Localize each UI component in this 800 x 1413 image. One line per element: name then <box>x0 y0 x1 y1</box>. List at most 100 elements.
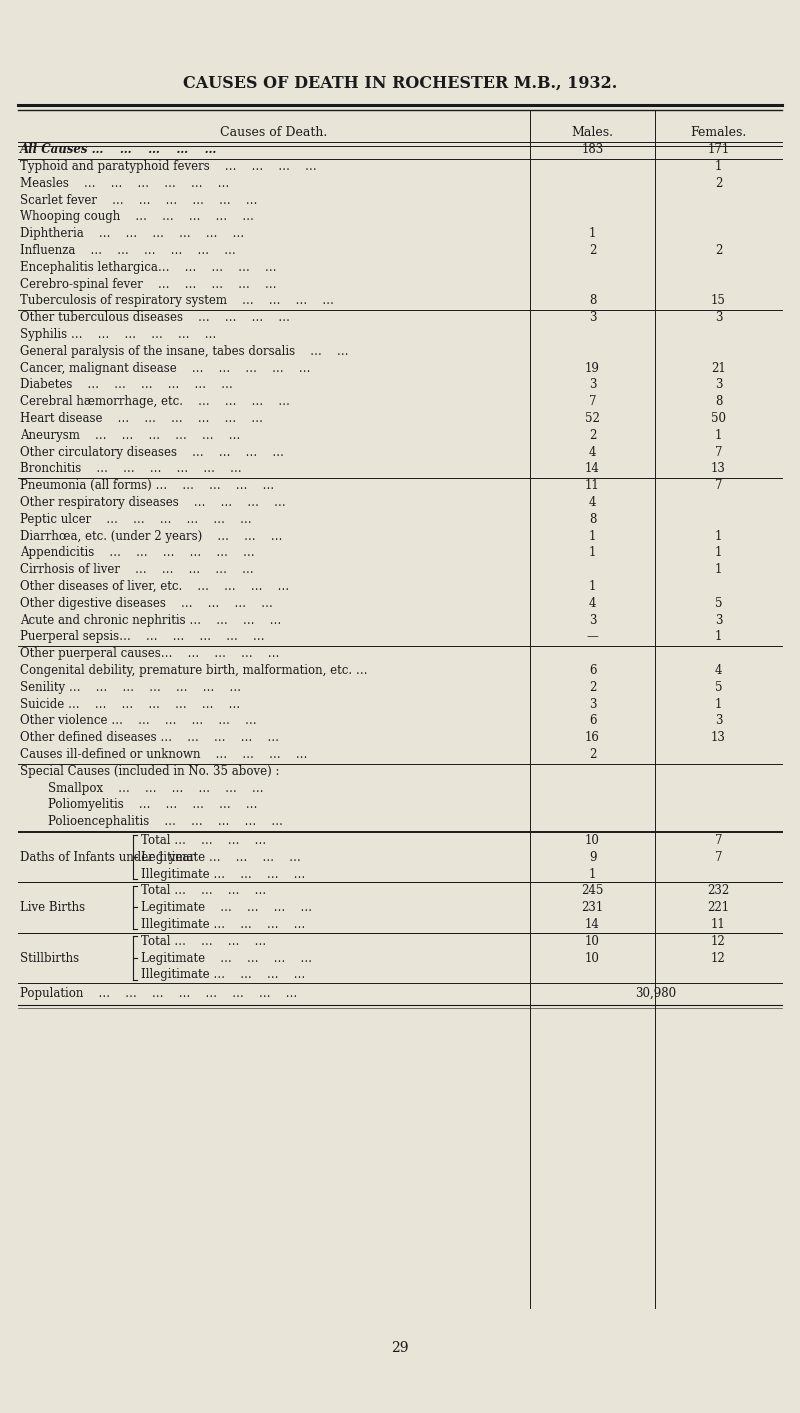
Text: Daths of Infants under 1 year: Daths of Infants under 1 year <box>20 851 195 863</box>
Text: 29: 29 <box>391 1341 409 1355</box>
Text: 4: 4 <box>589 496 596 509</box>
Text: 6: 6 <box>589 664 596 677</box>
Text: 2: 2 <box>589 244 596 257</box>
Text: 6: 6 <box>589 715 596 728</box>
Text: 1: 1 <box>715 160 722 172</box>
Text: 5: 5 <box>714 681 722 694</box>
Text: 4: 4 <box>589 596 596 610</box>
Text: 16: 16 <box>585 731 600 745</box>
Text: Special Causes (included in No. 35 above) :: Special Causes (included in No. 35 above… <box>20 764 279 777</box>
Text: Cerebro-spinal fever    …    …    …    …    …: Cerebro-spinal fever … … … … … <box>20 277 277 291</box>
Text: Appendicitis    …    …    …    …    …    …: Appendicitis … … … … … … <box>20 547 254 560</box>
Text: 221: 221 <box>707 901 730 914</box>
Text: 245: 245 <box>582 885 604 897</box>
Text: 21: 21 <box>711 362 726 374</box>
Text: Total …    …    …    …: Total … … … … <box>141 935 266 948</box>
Text: 19: 19 <box>585 362 600 374</box>
Text: 8: 8 <box>589 513 596 526</box>
Text: 8: 8 <box>589 294 596 308</box>
Text: 7: 7 <box>589 396 596 408</box>
Text: 1: 1 <box>589 530 596 543</box>
Text: 3: 3 <box>714 379 722 391</box>
Text: Females.: Females. <box>690 127 746 140</box>
Text: 1: 1 <box>589 547 596 560</box>
Text: 231: 231 <box>582 901 604 914</box>
Text: Other violence …    …    …    …    …    …: Other violence … … … … … … <box>20 715 257 728</box>
Text: 8: 8 <box>715 396 722 408</box>
Text: Legitimate    …    …    …    …: Legitimate … … … … <box>141 901 312 914</box>
Text: 1: 1 <box>589 227 596 240</box>
Text: Heart disease    …    …    …    …    …    …: Heart disease … … … … … … <box>20 413 263 425</box>
Text: 14: 14 <box>585 462 600 475</box>
Text: 171: 171 <box>707 143 730 157</box>
Text: Other respiratory diseases    …    …    …    …: Other respiratory diseases … … … … <box>20 496 286 509</box>
Text: Total …    …    …    …: Total … … … … <box>141 834 266 846</box>
Text: Causes of Death.: Causes of Death. <box>220 127 328 140</box>
Text: 13: 13 <box>711 462 726 475</box>
Text: Legitimate …    …    …    …: Legitimate … … … … <box>141 851 301 863</box>
Text: Bronchitis    …    …    …    …    …    …: Bronchitis … … … … … … <box>20 462 242 475</box>
Text: 10: 10 <box>585 935 600 948</box>
Text: Encephalitis lethargica…    …    …    …    …: Encephalitis lethargica… … … … … <box>20 261 277 274</box>
Text: Diarrhœa, etc. (under 2 years)    …    …    …: Diarrhœa, etc. (under 2 years) … … … <box>20 530 282 543</box>
Text: 7: 7 <box>714 445 722 459</box>
Text: 7: 7 <box>714 834 722 846</box>
Text: Stillbirths: Stillbirths <box>20 951 79 965</box>
Text: 4: 4 <box>589 445 596 459</box>
Text: 1: 1 <box>715 547 722 560</box>
Text: Tuberculosis of respiratory system    …    …    …    …: Tuberculosis of respiratory system … … …… <box>20 294 334 308</box>
Text: Smallpox    …    …    …    …    …    …: Smallpox … … … … … … <box>48 781 264 794</box>
Text: Cerebral hæmorrhage, etc.    …    …    …    …: Cerebral hæmorrhage, etc. … … … … <box>20 396 290 408</box>
Text: 2: 2 <box>715 244 722 257</box>
Text: —: — <box>586 630 598 643</box>
Text: Other circulatory diseases    …    …    …    …: Other circulatory diseases … … … … <box>20 445 284 459</box>
Text: Poliomyelitis    …    …    …    …    …: Poliomyelitis … … … … … <box>48 798 258 811</box>
Text: 232: 232 <box>707 885 730 897</box>
Text: 3: 3 <box>714 311 722 324</box>
Text: Congenital debility, premature birth, malformation, etc. …: Congenital debility, premature birth, ma… <box>20 664 368 677</box>
Text: Causes ill-defined or unknown    …    …    …    …: Causes ill-defined or unknown … … … … <box>20 747 307 762</box>
Text: Acute and chronic nephritis …    …    …    …: Acute and chronic nephritis … … … … <box>20 613 282 626</box>
Text: 10: 10 <box>585 834 600 846</box>
Text: Illegitimate …    …    …    …: Illegitimate … … … … <box>141 868 306 880</box>
Text: 1: 1 <box>589 579 596 593</box>
Text: Puerperal sepsis…    …    …    …    …    …: Puerperal sepsis… … … … … … <box>20 630 265 643</box>
Text: 3: 3 <box>589 311 596 324</box>
Text: Suicide …    …    …    …    …    …    …: Suicide … … … … … … … <box>20 698 240 711</box>
Text: 183: 183 <box>582 143 604 157</box>
Text: Syphilis …    …    …    …    …    …: Syphilis … … … … … … <box>20 328 216 341</box>
Text: 11: 11 <box>711 918 726 931</box>
Text: Diabetes    …    …    …    …    …    …: Diabetes … … … … … … <box>20 379 233 391</box>
Text: Other defined diseases …    …    …    …    …: Other defined diseases … … … … … <box>20 731 279 745</box>
Text: Whooping cough    …    …    …    …    …: Whooping cough … … … … … <box>20 211 254 223</box>
Text: Other puerperal causes…    …    …    …    …: Other puerperal causes… … … … … <box>20 647 279 660</box>
Text: All Causes …    …    …    …    …: All Causes … … … … … <box>20 143 218 157</box>
Text: 1: 1 <box>715 564 722 577</box>
Text: 3: 3 <box>589 379 596 391</box>
Text: Scarlet fever    …    …    …    …    …    …: Scarlet fever … … … … … … <box>20 194 258 206</box>
Text: CAUSES OF DEATH IN ROCHESTER M.B., 1932.: CAUSES OF DEATH IN ROCHESTER M.B., 1932. <box>183 75 617 92</box>
Text: 30,980: 30,980 <box>635 986 677 1000</box>
Text: 14: 14 <box>585 918 600 931</box>
Text: Cirrhosis of liver    …    …    …    …    …: Cirrhosis of liver … … … … … <box>20 564 254 577</box>
Text: Peptic ulcer    …    …    …    …    …    …: Peptic ulcer … … … … … … <box>20 513 252 526</box>
Text: Illegitimate …    …    …    …: Illegitimate … … … … <box>141 968 306 982</box>
Text: 3: 3 <box>714 715 722 728</box>
Text: Legitimate    …    …    …    …: Legitimate … … … … <box>141 951 312 965</box>
Text: 12: 12 <box>711 951 726 965</box>
Text: 3: 3 <box>714 613 722 626</box>
Text: 3: 3 <box>589 613 596 626</box>
Text: 15: 15 <box>711 294 726 308</box>
Text: 12: 12 <box>711 935 726 948</box>
Text: Diphtheria    …    …    …    …    …    …: Diphtheria … … … … … … <box>20 227 244 240</box>
Text: 7: 7 <box>714 851 722 863</box>
Text: 1: 1 <box>715 698 722 711</box>
Text: 2: 2 <box>589 428 596 442</box>
Text: 1: 1 <box>715 428 722 442</box>
Text: Measles    …    …    …    …    …    …: Measles … … … … … … <box>20 177 230 189</box>
Text: 1: 1 <box>589 868 596 880</box>
Text: Other tuberculous diseases    …    …    …    …: Other tuberculous diseases … … … … <box>20 311 290 324</box>
Text: Population    …    …    …    …    …    …    …    …: Population … … … … … … … … <box>20 986 298 1000</box>
Text: Senility …    …    …    …    …    …    …: Senility … … … … … … … <box>20 681 241 694</box>
Text: 9: 9 <box>589 851 596 863</box>
